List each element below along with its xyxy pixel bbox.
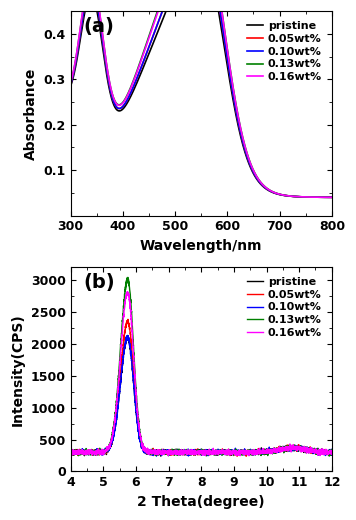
0.16wt% (325, 450, 329, 457)
0.10wt% (154, 453, 158, 459)
0.13wt% (330, 449, 334, 456)
Line: 0.13wt%: 0.13wt% (70, 277, 332, 456)
pristine (297, 444, 301, 450)
0.16wt% (98, 450, 103, 457)
0.05wt% (217, 4, 221, 10)
0.05wt% (114, 414, 118, 420)
pristine (125, 333, 129, 339)
0.05wt% (330, 448, 334, 454)
0.13wt% (297, 445, 301, 451)
0.10wt% (297, 446, 301, 452)
0.16wt% (125, 289, 129, 295)
0.13wt% (126, 274, 130, 280)
Line: 0.10wt%: 0.10wt% (70, 0, 332, 197)
pristine (114, 419, 118, 425)
pristine (98, 449, 103, 456)
0.13wt% (169, 449, 173, 455)
pristine (180, 448, 184, 454)
0.16wt% (68, 448, 73, 454)
Y-axis label: Absorbance: Absorbance (24, 67, 38, 160)
0.10wt% (330, 194, 334, 200)
0.05wt% (126, 316, 130, 322)
pristine (68, 83, 73, 89)
Text: (b): (b) (84, 273, 115, 292)
0.05wt% (169, 452, 173, 458)
Line: 0.16wt%: 0.16wt% (70, 292, 332, 456)
pristine (325, 449, 329, 456)
0.16wt% (169, 451, 173, 457)
Y-axis label: Intensity(CPS): Intensity(CPS) (11, 313, 25, 425)
0.16wt% (99, 22, 104, 29)
0.13wt% (327, 453, 331, 459)
pristine (68, 448, 73, 454)
0.05wt% (325, 450, 329, 456)
0.05wt% (330, 194, 334, 200)
0.13wt% (68, 80, 73, 86)
0.16wt% (330, 194, 334, 200)
0.10wt% (169, 449, 173, 455)
0.13wt% (114, 404, 118, 410)
0.16wt% (68, 80, 73, 86)
0.10wt% (330, 449, 334, 455)
Legend: pristine, 0.05wt%, 0.10wt%, 0.13wt%, 0.16wt%: pristine, 0.05wt%, 0.10wt%, 0.13wt%, 0.1… (242, 272, 326, 343)
X-axis label: 2 Theta(degree): 2 Theta(degree) (137, 495, 265, 509)
Line: 0.05wt%: 0.05wt% (70, 319, 332, 456)
0.10wt% (114, 419, 118, 425)
0.05wt% (244, 453, 248, 459)
0.16wt% (180, 452, 184, 458)
Line: 0.10wt%: 0.10wt% (70, 335, 332, 456)
0.05wt% (297, 445, 301, 451)
0.16wt% (297, 446, 301, 452)
0.10wt% (98, 450, 103, 457)
Text: (a): (a) (84, 17, 115, 36)
0.05wt% (68, 449, 73, 455)
0.13wt% (325, 448, 329, 454)
X-axis label: Wavelength/nm: Wavelength/nm (140, 239, 262, 253)
Line: 0.16wt%: 0.16wt% (70, 0, 332, 197)
Line: 0.13wt%: 0.13wt% (70, 0, 332, 197)
pristine (159, 453, 163, 459)
Line: pristine: pristine (70, 0, 332, 197)
Line: pristine: pristine (70, 336, 332, 456)
Legend: pristine, 0.05wt%, 0.10wt%, 0.13wt%, 0.16wt%: pristine, 0.05wt%, 0.10wt%, 0.13wt%, 0.1… (242, 17, 326, 87)
pristine (217, 13, 221, 19)
0.16wt% (114, 407, 118, 413)
0.10wt% (68, 82, 73, 88)
pristine (169, 450, 173, 456)
0.10wt% (99, 30, 104, 36)
0.10wt% (217, 4, 221, 10)
0.16wt% (330, 448, 334, 454)
0.05wt% (180, 450, 184, 457)
0.10wt% (180, 449, 184, 456)
0.13wt% (180, 448, 184, 454)
0.10wt% (125, 332, 130, 339)
0.13wt% (99, 23, 104, 29)
0.05wt% (98, 451, 103, 457)
0.05wt% (68, 82, 73, 88)
0.13wt% (68, 449, 73, 456)
pristine (99, 36, 104, 42)
Line: 0.05wt%: 0.05wt% (70, 0, 332, 197)
0.10wt% (68, 448, 73, 454)
0.10wt% (325, 449, 329, 456)
0.05wt% (99, 30, 104, 36)
pristine (330, 194, 334, 200)
0.16wt% (166, 453, 171, 459)
0.13wt% (98, 450, 103, 456)
pristine (330, 448, 334, 454)
0.13wt% (330, 194, 334, 200)
